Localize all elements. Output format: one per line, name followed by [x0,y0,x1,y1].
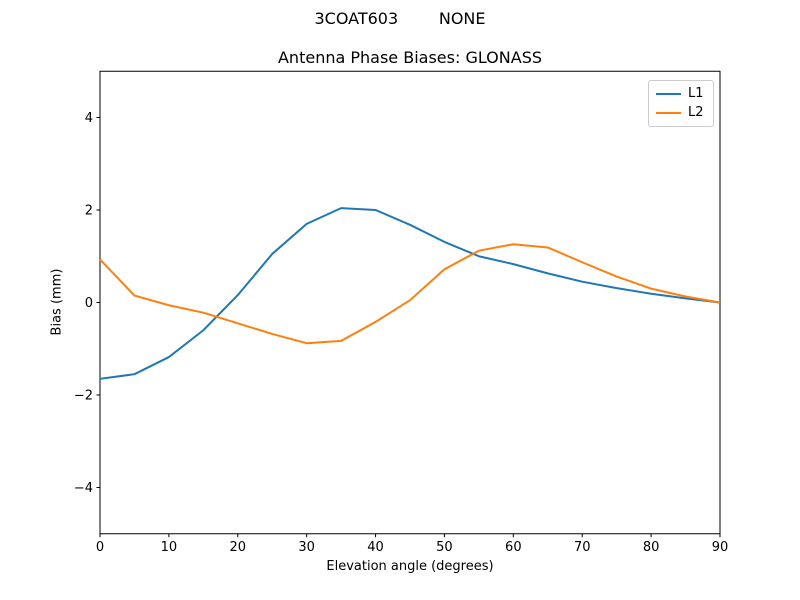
y-tick-label: −2 [74,389,93,404]
x-axis-label: Elevation angle (degrees) [326,559,494,574]
legend-label-L2: L2 [688,105,704,120]
legend-label-L1: L1 [688,86,704,101]
y-tick-label: 4 [85,111,93,126]
x-tick-label: 50 [436,540,453,555]
y-axis-label: Bias (mm) [49,268,65,336]
series-line-L1 [99,207,721,380]
x-tick-label: 80 [643,540,660,555]
x-tick-label: 90 [712,540,729,555]
legend-entry-L2: L2 [656,105,704,121]
y-tick-label: −4 [74,481,93,496]
x-tick-label: 10 [161,540,178,555]
plot-frame [99,70,721,535]
legend: L1 L2 [648,80,714,127]
x-tick-label: 40 [367,540,384,555]
legend-entry-L1: L1 [656,86,704,102]
legend-line-swatch-L2 [656,112,681,114]
series-line-L2 [99,243,721,345]
x-tick-label: 70 [574,540,591,555]
x-tick-label: 0 [96,540,104,555]
legend-line-swatch-L1 [656,93,681,95]
x-tick-label: 60 [505,540,522,555]
x-tick-label: 20 [230,540,247,555]
figure-suptitle: 3COAT603 NONE [314,9,486,28]
x-tick-label: 30 [298,540,315,555]
y-tick-label: 0 [85,296,93,311]
chart-title: Antenna Phase Biases: GLONASS [277,48,542,67]
y-tick-label: 2 [85,204,93,219]
